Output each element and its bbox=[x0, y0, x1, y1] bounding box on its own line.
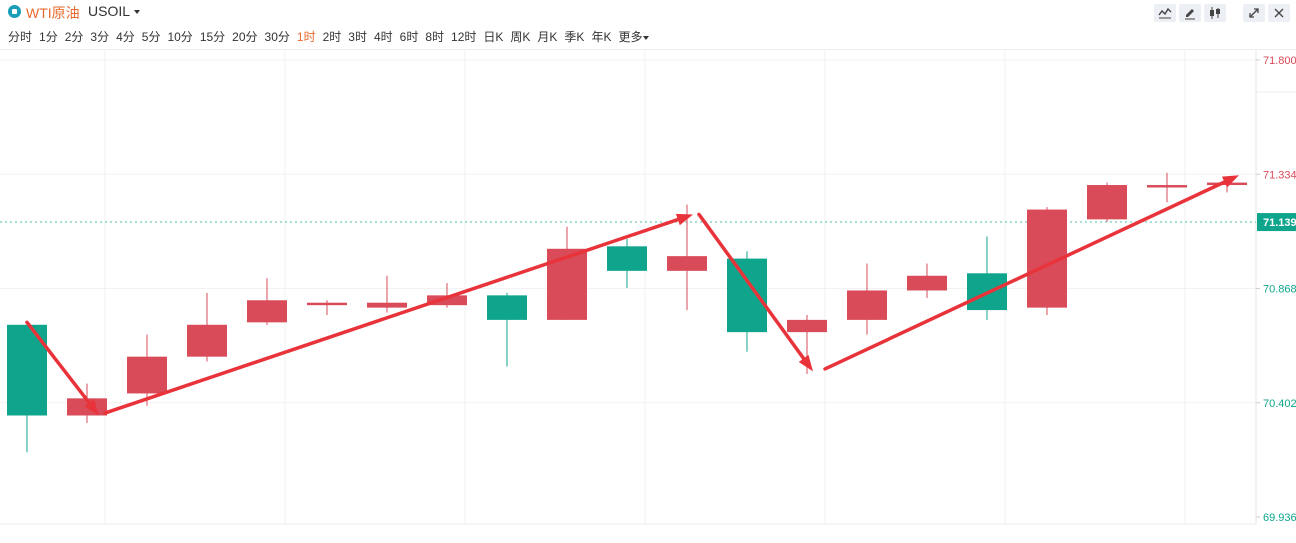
candle-body[interactable] bbox=[1147, 185, 1187, 188]
candle-body[interactable] bbox=[727, 258, 767, 333]
trend-arrow-head bbox=[675, 213, 693, 226]
chevron-down-icon[interactable] bbox=[643, 35, 650, 40]
trend-arrow-line bbox=[25, 320, 91, 405]
y-tick-label: 71.334 bbox=[1263, 169, 1296, 181]
candle-body[interactable] bbox=[787, 319, 827, 333]
y-tick-label: 70.402 bbox=[1263, 398, 1296, 410]
trend-arrow-head bbox=[798, 354, 813, 372]
candle-body[interactable] bbox=[547, 248, 587, 320]
period-18[interactable]: 周K bbox=[510, 30, 531, 44]
period-4[interactable]: 4分 bbox=[116, 30, 135, 44]
y-tick-label: 69.936 bbox=[1263, 512, 1296, 524]
candle-body[interactable] bbox=[187, 324, 227, 357]
period-21[interactable]: 年K bbox=[591, 30, 612, 44]
symbol-name[interactable]: WTI原油 bbox=[26, 5, 80, 21]
period-19[interactable]: 月K bbox=[537, 30, 558, 44]
candle-body[interactable] bbox=[607, 246, 647, 271]
symbol-logo-icon bbox=[8, 5, 21, 18]
close-icon[interactable] bbox=[1268, 4, 1290, 22]
line-chart-icon[interactable] bbox=[1154, 4, 1176, 22]
chart-toolbar bbox=[1151, 4, 1290, 22]
trend-arrow-head bbox=[84, 399, 99, 416]
chevron-down-icon[interactable] bbox=[134, 10, 140, 14]
period-11[interactable]: 2时 bbox=[322, 30, 342, 44]
current-price-tag bbox=[1257, 213, 1296, 232]
period-15[interactable]: 8时 bbox=[425, 30, 445, 44]
period-16[interactable]: 12时 bbox=[451, 30, 477, 44]
period-3[interactable]: 3分 bbox=[90, 30, 110, 44]
chart-header: WTI原油 USOIL bbox=[0, 0, 1296, 24]
fullscreen-icon[interactable] bbox=[1243, 4, 1265, 22]
candle-body[interactable] bbox=[247, 300, 287, 323]
period-22[interactable]: 更多 bbox=[618, 28, 650, 45]
trend-arrow-head bbox=[1221, 175, 1239, 188]
candle-body[interactable] bbox=[667, 256, 707, 271]
period-5[interactable]: 5分 bbox=[141, 30, 161, 44]
current-price-label: 71.139 bbox=[1263, 217, 1296, 229]
period-13[interactable]: 4时 bbox=[373, 30, 393, 44]
period-selector: 分时 1分 2分 3分 4分 5分 10分 15分 20分 30分 1时 2时 3时 4时 6时 8时 12时日… bbox=[8, 28, 656, 45]
candle-body[interactable] bbox=[307, 302, 347, 306]
candlestick-icon[interactable] bbox=[1204, 4, 1226, 22]
period-2[interactable]: 2分 bbox=[64, 30, 84, 44]
candle-body[interactable] bbox=[367, 302, 407, 308]
period-1[interactable]: 1分 bbox=[39, 30, 58, 44]
y-tick-label: 71.800 bbox=[1263, 55, 1296, 67]
period-12[interactable]: 3时 bbox=[348, 30, 367, 44]
symbol-code[interactable]: USOIL bbox=[88, 3, 131, 19]
period-17[interactable]: 日K bbox=[483, 30, 504, 44]
candle-body[interactable] bbox=[907, 275, 947, 291]
period-6[interactable]: 10分 bbox=[167, 30, 193, 44]
period-14[interactable]: 6时 bbox=[399, 30, 419, 44]
candle-body[interactable] bbox=[1087, 185, 1127, 220]
draw-pen-icon[interactable] bbox=[1179, 4, 1201, 22]
header-divider bbox=[0, 49, 1296, 50]
candle-body[interactable] bbox=[847, 290, 887, 320]
period-20[interactable]: 季K bbox=[564, 30, 585, 44]
period-10[interactable]: 1时 bbox=[296, 30, 316, 44]
trend-arrow-line bbox=[697, 212, 806, 361]
trend-arrow-line bbox=[103, 217, 680, 415]
y-tick-label: 70.868 bbox=[1263, 284, 1296, 296]
candle-body[interactable] bbox=[427, 295, 467, 306]
candle-body[interactable] bbox=[127, 356, 167, 394]
period-8[interactable]: 20分 bbox=[232, 30, 258, 44]
period-9[interactable]: 30分 bbox=[264, 30, 290, 44]
trend-arrow-line bbox=[823, 180, 1227, 371]
candle-body[interactable] bbox=[487, 295, 527, 320]
period-0[interactable]: 分时 bbox=[8, 30, 33, 44]
period-7[interactable]: 15分 bbox=[199, 30, 226, 44]
